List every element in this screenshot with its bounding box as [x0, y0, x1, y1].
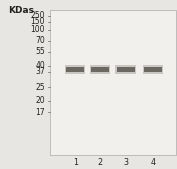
Text: 4: 4 — [151, 158, 156, 167]
Text: 250: 250 — [31, 11, 45, 20]
Bar — [143, 65, 163, 74]
Text: 20: 20 — [36, 96, 45, 105]
Text: 2: 2 — [98, 158, 102, 167]
Text: 150: 150 — [31, 17, 45, 27]
Bar — [66, 67, 84, 72]
Bar — [90, 65, 110, 74]
Bar — [144, 67, 162, 72]
Bar — [65, 65, 85, 74]
Text: 25: 25 — [36, 82, 45, 92]
Text: KDas: KDas — [8, 6, 34, 15]
Text: 100: 100 — [31, 25, 45, 34]
Text: 3: 3 — [123, 158, 128, 167]
Text: 17: 17 — [36, 108, 45, 117]
Text: 40: 40 — [35, 61, 45, 70]
Text: 37: 37 — [35, 67, 45, 76]
Bar — [117, 67, 135, 72]
Text: 70: 70 — [35, 36, 45, 45]
Text: 1: 1 — [73, 158, 78, 167]
Bar — [115, 65, 136, 74]
Bar — [50, 10, 176, 155]
Text: 55: 55 — [35, 47, 45, 56]
Bar — [91, 67, 109, 72]
